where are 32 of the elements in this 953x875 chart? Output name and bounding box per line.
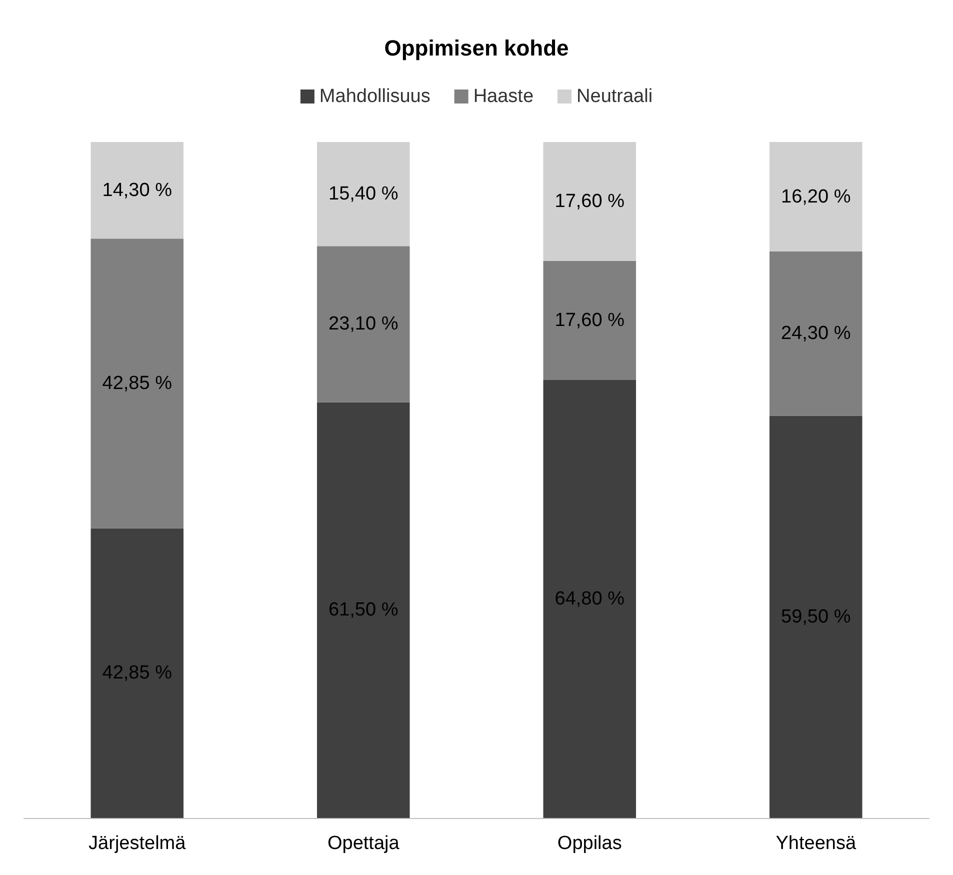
bar [90, 528, 184, 818]
bar [90, 238, 184, 528]
data-label: 64,80 % [554, 588, 625, 610]
bar [316, 402, 410, 818]
data-label: 17,60 % [554, 190, 625, 212]
bar [543, 380, 636, 818]
x-tick-label: Järjestelmä [88, 833, 186, 854]
data-label: 59,50 % [781, 606, 851, 628]
legend-label: Haaste [473, 86, 534, 107]
data-label: 14,30 % [102, 180, 172, 201]
bar [90, 142, 184, 239]
bar [769, 416, 862, 818]
bar [543, 142, 636, 261]
legend-label: Mahdollisuus [319, 86, 430, 107]
x-tick-label: Opettaja [327, 833, 400, 854]
data-label: 24,30 % [781, 323, 851, 344]
data-label: 15,40 % [328, 184, 398, 205]
data-label: 42,85 % [102, 373, 172, 394]
chart-title: Oppimisen kohde [384, 36, 569, 60]
bar [316, 142, 410, 246]
data-label: 17,60 % [554, 310, 625, 331]
data-label: 16,20 % [781, 186, 851, 208]
data-label: 61,50 % [328, 600, 398, 621]
data-label: 23,10 % [328, 314, 398, 335]
x-tick-label: Oppilas [557, 833, 622, 854]
x-tick-label: Yhteensä [776, 833, 856, 854]
bar [769, 142, 862, 252]
legend-label: Neutraali [576, 86, 653, 107]
bar [769, 252, 862, 416]
bar [316, 246, 410, 402]
data-label: 42,85 % [102, 662, 172, 684]
bar [543, 260, 636, 380]
